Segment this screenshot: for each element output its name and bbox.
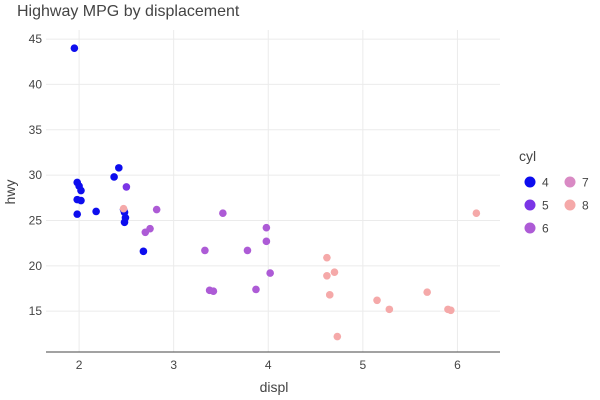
data-point-cyl-6 — [266, 269, 274, 277]
data-point-cyl-4 — [110, 173, 118, 181]
data-point-cyl-4 — [70, 44, 79, 52]
data-point-cyl-8 — [373, 296, 381, 305]
data-point-cyl-8 — [423, 288, 431, 296]
data-point-cyl-8 — [323, 272, 331, 280]
data-point-cyl-4 — [77, 196, 85, 205]
legend-label-cyl-6: 6 — [542, 222, 549, 236]
data-point-cyl-6 — [262, 223, 271, 232]
y-tick-label: 45 — [29, 32, 43, 46]
legend: cyl 4 5 6 7 8 — [519, 148, 589, 236]
data-point-cyl-4 — [73, 210, 82, 218]
legend-label-cyl-4: 4 — [542, 176, 549, 190]
data-point-cyl-6 — [209, 287, 218, 296]
x-tick-label: 2 — [76, 358, 83, 372]
data-point-cyl-4 — [77, 186, 85, 195]
y-tick-label: 35 — [29, 123, 43, 137]
data-point-cyl-8 — [119, 204, 128, 213]
data-point-cyl-8 — [325, 291, 334, 299]
data-point-cyl-6 — [152, 205, 161, 214]
data-point-cyl-4 — [139, 247, 148, 256]
x-tick-label: 5 — [360, 358, 367, 372]
x-tick-label: 4 — [265, 358, 272, 372]
data-point-cyl-6 — [201, 246, 209, 255]
data-point-cyl-4 — [92, 207, 100, 216]
y-axis-title: hwy — [2, 180, 18, 205]
data-point-cyl-8 — [330, 268, 339, 276]
data-point-cyl-8 — [333, 332, 342, 341]
x-tick-label: 3 — [170, 358, 177, 372]
data-point-cyl-4 — [115, 164, 123, 172]
data-point-cyl-4 — [120, 218, 129, 227]
x-axis-title: displ — [260, 379, 289, 395]
y-tick-label: 25 — [29, 213, 43, 227]
data-point-cyl-8 — [447, 306, 455, 315]
data-point-cyl-6 — [243, 246, 252, 255]
legend-label-cyl-5: 5 — [542, 199, 549, 213]
data-point-cyl-8 — [323, 253, 331, 262]
data-point-cyl-8 — [472, 209, 481, 218]
y-tick-label: 30 — [29, 168, 43, 182]
legend-marker-cyl-4 — [524, 176, 536, 188]
legend-marker-cyl-6 — [524, 222, 536, 234]
legend-marker-cyl-7 — [564, 176, 576, 188]
grid — [46, 30, 500, 352]
chart-title: Highway MPG by displacement — [17, 3, 240, 20]
data-points — [70, 44, 481, 341]
y-tick-label: 20 — [29, 259, 43, 273]
legend-marker-cyl-5 — [524, 199, 536, 211]
data-point-cyl-6 — [141, 228, 150, 237]
data-point-cyl-6 — [252, 285, 260, 294]
legend-marker-cyl-8 — [564, 199, 576, 211]
data-point-cyl-8 — [385, 305, 394, 314]
legend-label-cyl-7: 7 — [582, 176, 589, 190]
data-point-cyl-5 — [122, 183, 131, 191]
data-point-cyl-6 — [262, 237, 271, 246]
legend-label-cyl-8: 8 — [582, 199, 589, 213]
y-tick-label: 40 — [29, 77, 43, 91]
legend-title: cyl — [519, 148, 536, 164]
y-tick-label: 15 — [29, 304, 43, 318]
x-tick-label: 6 — [454, 358, 461, 372]
data-point-cyl-6 — [219, 209, 227, 218]
